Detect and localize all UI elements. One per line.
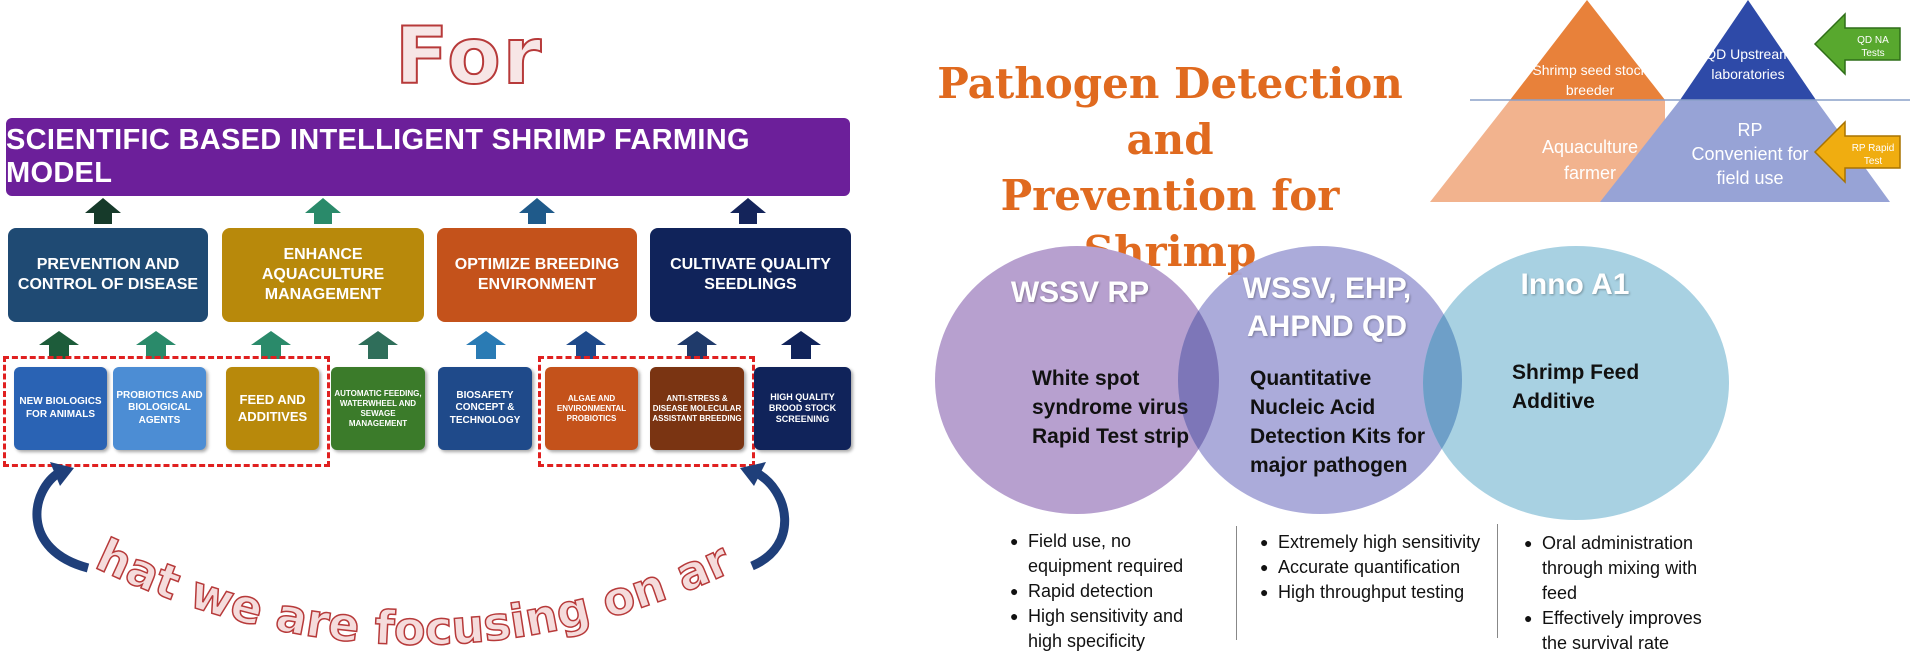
circle-body-wssv-rp: White spot syndrome virus Rapid Test str… (1032, 367, 1190, 448)
subitem-anti-stress: ANTI-STRESS & DISEASE MOLECULAR ASSISTAN… (650, 367, 744, 450)
arrow-up-icon (305, 198, 341, 224)
arrow-label-rp: RP Rapid Test (1851, 143, 1895, 167)
circle-body-qd: Quantitative Nucleic Acid Detection Kits… (1250, 367, 1426, 477)
curved-arrow-left-icon (32, 462, 90, 573)
list-item: Effectively improves the survival rate (1524, 606, 1724, 656)
list-item: Extremely high sensitivity (1260, 530, 1485, 555)
arrow-up-icon (566, 331, 606, 359)
arrow-up-icon (466, 331, 506, 359)
subitem-brood-stock: HIGH QUALITY BROOD STOCK SCREENING (754, 367, 851, 450)
pyramid-label-shrimp-seed: Shrimp seed stock breeder (1532, 62, 1648, 98)
pyramid-label-qd-upstream: QD Upstream laboratories (1705, 46, 1791, 82)
pyramid-top-right (1680, 0, 1816, 100)
list-item: Field use, no equipment required (1010, 529, 1210, 579)
for-title: For (394, 11, 544, 103)
arrow-layer (39, 198, 821, 359)
circle-title-qd: WSSV, EHP, AHPND QD (1242, 272, 1412, 343)
divider (1236, 526, 1237, 640)
focus-arc: What we are focusing on are : (0, 450, 790, 656)
pyramid-top-left (1510, 0, 1665, 100)
right-title: Pathogen Detection and Prevention for Sh… (915, 56, 1425, 280)
list-item: Oral administration through mixing with … (1524, 531, 1724, 606)
pyramid-bottom-right (1600, 100, 1890, 202)
bullet-list-inno-a1: Oral administration through mixing with … (1524, 531, 1724, 656)
circle-body-inno-a1: Shrimp Feed Additive (1512, 361, 1640, 413)
category-box-breeding: OPTIMIZE BREEDING ENVIRONMENT (437, 228, 637, 322)
arrow-left-icon (1813, 120, 1901, 184)
bullet-list-wssv-rp: Field use, no equipment required Rapid d… (1010, 529, 1210, 654)
arrow-up-icon (781, 331, 821, 359)
pyramid-label-aquaculture: Aquaculture farmer (1541, 137, 1639, 183)
subitem-feed-additives: FEED AND ADDITIVES (226, 367, 319, 450)
arrow-up-icon (136, 331, 176, 359)
list-item: Accurate quantification (1260, 555, 1485, 580)
arrow-left-icon (1813, 12, 1901, 76)
list-item: Rapid detection (1010, 579, 1210, 604)
bullet-list-qd: Extremely high sensitivity Accurate quan… (1260, 530, 1485, 605)
highlight-frame-right (538, 356, 755, 467)
subitem-new-biologics: NEW BIOLOGICS FOR ANIMALS (14, 367, 107, 450)
category-box-prevention: PREVENTION AND CONTROL OF DISEASE (8, 228, 208, 322)
arrow-up-icon (251, 331, 291, 359)
circle-title-inno-a1: Inno A1 (1520, 268, 1630, 301)
subitem-probiotics: PROBIOTICS AND BIOLOGICAL AGENTS (113, 367, 206, 450)
right-title-line1: Pathogen Detection and (937, 59, 1403, 164)
divider (1497, 524, 1498, 638)
arrow-up-icon (677, 331, 717, 359)
pyramid-bottom-left (1430, 100, 1665, 202)
arrow-up-icon (519, 198, 555, 224)
arrow-label-qd: QD NA Tests (1857, 35, 1889, 59)
arrow-up-icon (39, 331, 79, 359)
arrow-up-icon (85, 198, 121, 224)
curved-arrow-right-icon (740, 462, 790, 571)
arrow-up-icon (358, 331, 398, 359)
subitem-biosafety: BIOSAFETY CONCEPT & TECHNOLOGY (438, 367, 532, 450)
subitem-automatic-feeding: AUTOMATIC FEEDING, WATERWHEEL AND SEWAGE… (331, 367, 425, 450)
model-banner: SCIENTIFIC BASED INTELLIGENT SHRIMP FARM… (6, 118, 850, 196)
focus-text: What we are focusing on are : (0, 450, 739, 656)
list-item: High throughput testing (1260, 580, 1485, 605)
list-item: High sensitivity and high specificity (1010, 604, 1210, 654)
arrow-up-icon (730, 198, 766, 224)
pyramid-label-rp: RP Convenient for field use (1691, 120, 1809, 188)
circle-inno-a1 (1423, 246, 1729, 520)
subitem-algae: ALGAE AND ENVIRONMENTAL PROBIOTICS (545, 367, 638, 450)
highlight-frame-left (3, 356, 330, 467)
pyramid-diagram (1430, 0, 1910, 202)
circle-wssv-rp (935, 246, 1219, 514)
circle-qd (1178, 246, 1462, 514)
category-box-aquaculture: ENHANCE AQUACULTURE MANAGEMENT (222, 228, 424, 322)
svg-text:What we are focusing on are :: What we are focusing on are : (0, 450, 738, 656)
circle-title-wssv-rp: WSSV RP (1010, 276, 1150, 309)
category-box-seedlings: CULTIVATE QUALITY SEEDLINGS (650, 228, 851, 322)
